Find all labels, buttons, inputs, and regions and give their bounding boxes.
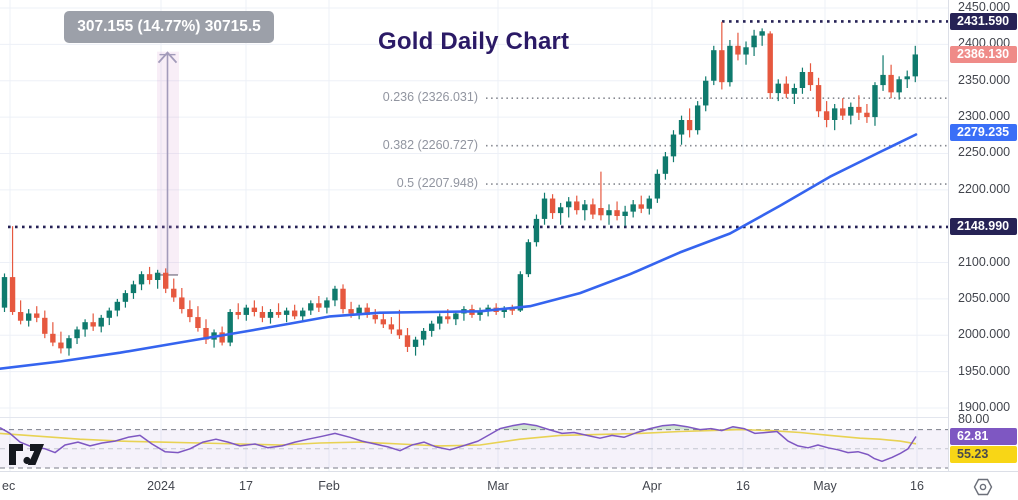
time-tick: 17 (239, 479, 253, 493)
pane-separator[interactable] (0, 417, 948, 418)
measure-tool-label[interactable]: 307.155 (14.77%) 30715.5 (64, 11, 274, 43)
price-tick: 2250.000 (958, 145, 1011, 160)
price-tick: 2050.000 (958, 290, 1011, 305)
price-badge: 62.81 (950, 428, 1017, 445)
tradingview-logo[interactable] (8, 443, 46, 466)
time-tick: 16 (736, 479, 750, 493)
time-tick: Mar (487, 479, 509, 493)
price-tick: 2100.000 (958, 254, 1011, 269)
fib-level-label[interactable]: 0.5 (2207.948) (396, 176, 478, 191)
price-badge: 2386.130 (950, 45, 1017, 63)
time-tick: May (813, 479, 837, 493)
price-badge: 2431.590 (950, 12, 1017, 30)
rsi-line (0, 423, 917, 463)
price-tick: 2200.000 (958, 181, 1011, 196)
time-tick: 2024 (147, 479, 175, 493)
ma-line (0, 133, 918, 370)
price-badge: 2148.990 (950, 218, 1017, 236)
chart-title: Gold Daily Chart (378, 28, 570, 55)
fib-level-label[interactable]: 0.236 (2326.031) (382, 90, 478, 105)
price-tick: 2000.000 (958, 327, 1011, 342)
price-tick: 2350.000 (958, 72, 1011, 87)
rsi-pane[interactable] (0, 418, 948, 471)
axis-settings-icon[interactable] (972, 477, 994, 497)
price-tick: 2300.000 (958, 109, 1011, 124)
time-axis[interactable]: ec 2024 17 Feb Mar Apr 16 May 16 (0, 471, 1018, 500)
time-tick: Apr (642, 479, 662, 493)
price-tick: 1950.000 (958, 363, 1011, 378)
candlestick-series (1, 21, 918, 356)
price-axis[interactable]: 2450.000 2400.000 2350.000 2300.000 2250.000… (948, 0, 1018, 471)
price-tick: 2450.000 (958, 0, 1011, 14)
price-tick: 1900.000 (958, 399, 1011, 414)
price-badge: 2279.235 (950, 123, 1017, 141)
time-tick: 16 (910, 479, 924, 493)
time-tick: ec (2, 479, 16, 493)
fib-level-label[interactable]: 0.382 (2260.727) (382, 137, 478, 152)
time-tick: Feb (318, 479, 340, 493)
rsi-tick: 80.00 (958, 412, 990, 426)
price-pane[interactable] (0, 0, 948, 418)
price-badge: 55.23 (950, 445, 1017, 463)
rsi-ma-line (0, 428, 917, 447)
